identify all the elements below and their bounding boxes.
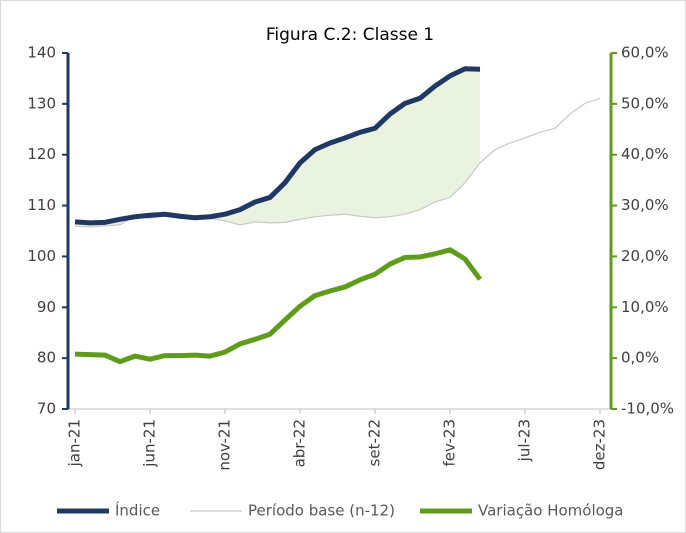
- y-tick-label: 140: [27, 44, 56, 62]
- x-tick-label: jan-21: [66, 419, 84, 467]
- gap-area: [75, 68, 480, 227]
- x-tick-label: jul-23: [516, 419, 534, 462]
- x-tick-label: set-22: [366, 419, 384, 466]
- y-tick-label: 120: [27, 145, 56, 163]
- chart-title: Figura C.2: Classe 1: [266, 25, 434, 45]
- x-tick-label: abr-22: [291, 419, 309, 467]
- legend-label: Índice: [115, 501, 160, 520]
- x-tick-label: nov-21: [216, 419, 234, 471]
- series-line: [74, 66, 481, 226]
- y-tick-label: 70: [37, 400, 56, 418]
- y2-tick-label: 50,0%: [621, 94, 669, 112]
- y2-tick-label: 30,0%: [621, 196, 669, 214]
- y2-tick-label: 0,0%: [621, 349, 659, 367]
- y-tick-label: 90: [37, 298, 56, 316]
- y2-tick-label: 40,0%: [621, 145, 669, 163]
- legend-label: Variação Homóloga: [478, 502, 624, 520]
- legend-label: Período base (n-12): [248, 502, 395, 520]
- y2-tick-label: 10,0%: [621, 298, 669, 316]
- series-line: [74, 247, 483, 365]
- y2-tick-label: 60,0%: [621, 44, 669, 62]
- y-tick-label: 110: [27, 196, 56, 214]
- y-tick-label: 80: [37, 349, 56, 367]
- x-tick-label: dez-23: [591, 419, 609, 470]
- y2-tick-label: 20,0%: [621, 247, 669, 265]
- y2-tick-label: -10,0%: [621, 400, 674, 418]
- x-tick-label: jun-21: [141, 419, 159, 468]
- y-tick-label: 100: [27, 247, 56, 265]
- x-tick-label: fev-23: [441, 419, 459, 466]
- y-tick-label: 130: [27, 94, 56, 112]
